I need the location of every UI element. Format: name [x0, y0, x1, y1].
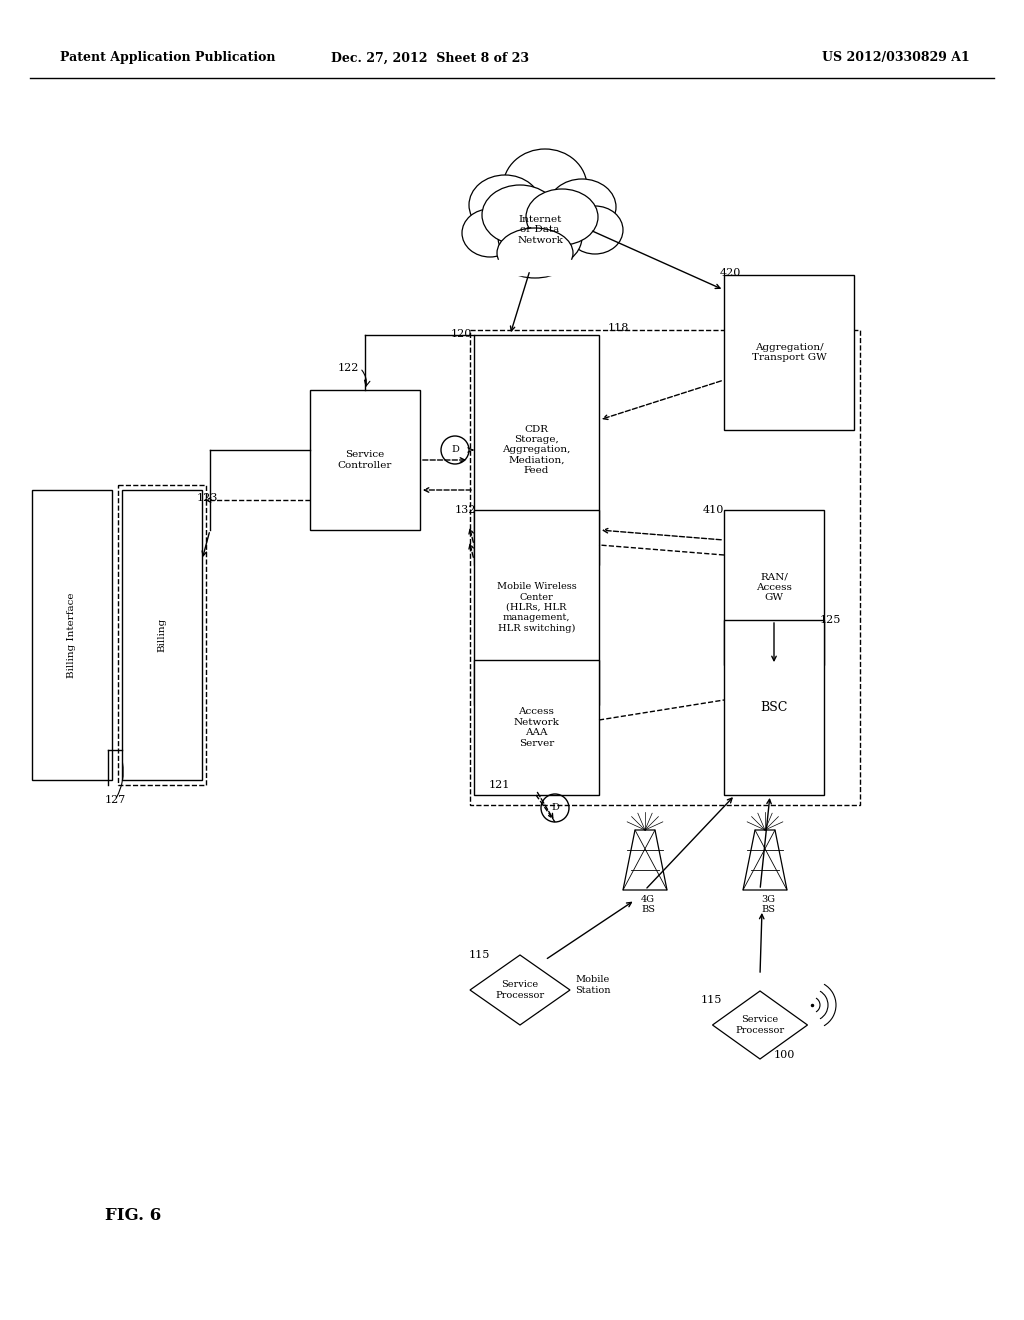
Bar: [470, 330, 860, 805]
Ellipse shape: [526, 189, 598, 246]
Text: Billing Interface: Billing Interface: [68, 593, 77, 677]
Text: 3G
BS: 3G BS: [761, 895, 775, 915]
Text: 127: 127: [104, 795, 126, 805]
Bar: [724, 620, 824, 795]
Polygon shape: [468, 260, 612, 275]
Ellipse shape: [498, 205, 582, 269]
Text: Service
Controller: Service Controller: [338, 450, 392, 470]
Text: D: D: [551, 804, 559, 813]
Text: 122: 122: [337, 363, 358, 374]
Ellipse shape: [482, 185, 558, 246]
Text: CDR
Storage,
Aggregation,
Mediation,
Feed: CDR Storage, Aggregation, Mediation, Fee…: [503, 425, 570, 475]
Bar: [474, 335, 599, 565]
Bar: [118, 484, 206, 785]
Text: Dec. 27, 2012  Sheet 8 of 23: Dec. 27, 2012 Sheet 8 of 23: [331, 51, 529, 65]
Text: 115: 115: [700, 995, 722, 1005]
Text: 100: 100: [773, 1049, 795, 1060]
Polygon shape: [470, 954, 570, 1026]
Text: Mobile
Station: Mobile Station: [575, 975, 610, 995]
Ellipse shape: [497, 228, 573, 279]
Text: Access
Network
AAA
Server: Access Network AAA Server: [514, 708, 559, 747]
Text: BSC: BSC: [760, 701, 787, 714]
Text: 125: 125: [820, 615, 842, 624]
Bar: [474, 660, 599, 795]
Bar: [474, 510, 599, 705]
Text: 118: 118: [608, 323, 630, 333]
Ellipse shape: [503, 149, 587, 224]
Text: FIG. 6: FIG. 6: [105, 1206, 161, 1224]
Text: D: D: [451, 446, 459, 454]
Text: Internet
or Data
Network: Internet or Data Network: [517, 215, 563, 246]
Text: 121: 121: [488, 780, 510, 789]
Text: Mobile Wireless
Center
(HLRs, HLR
management,
HLR switching): Mobile Wireless Center (HLRs, HLR manage…: [497, 582, 577, 632]
Bar: [724, 510, 824, 665]
Text: RAN/
Access
GW: RAN/ Access GW: [756, 573, 792, 602]
Text: Service
Processor: Service Processor: [496, 981, 545, 999]
Text: 132: 132: [455, 506, 476, 515]
Bar: [32, 490, 112, 780]
Ellipse shape: [469, 176, 541, 235]
Text: Aggregation/
Transport GW: Aggregation/ Transport GW: [752, 343, 826, 362]
Text: Billing: Billing: [158, 618, 167, 652]
Text: 420: 420: [720, 268, 741, 279]
Text: 123: 123: [197, 492, 218, 503]
Text: US 2012/0330829 A1: US 2012/0330829 A1: [822, 51, 970, 65]
Text: 115: 115: [469, 950, 490, 960]
Text: Patent Application Publication: Patent Application Publication: [60, 51, 275, 65]
Text: 100: 100: [519, 1005, 541, 1015]
Bar: [122, 490, 202, 780]
Text: 410: 410: [702, 506, 724, 515]
Text: 4G
BS: 4G BS: [641, 895, 655, 915]
Bar: [724, 275, 854, 430]
Ellipse shape: [462, 209, 518, 257]
Polygon shape: [713, 991, 808, 1059]
Ellipse shape: [548, 180, 616, 235]
Ellipse shape: [567, 206, 623, 253]
Bar: [310, 389, 420, 531]
Text: Service
Processor: Service Processor: [735, 1015, 784, 1035]
Text: 120: 120: [451, 329, 472, 339]
